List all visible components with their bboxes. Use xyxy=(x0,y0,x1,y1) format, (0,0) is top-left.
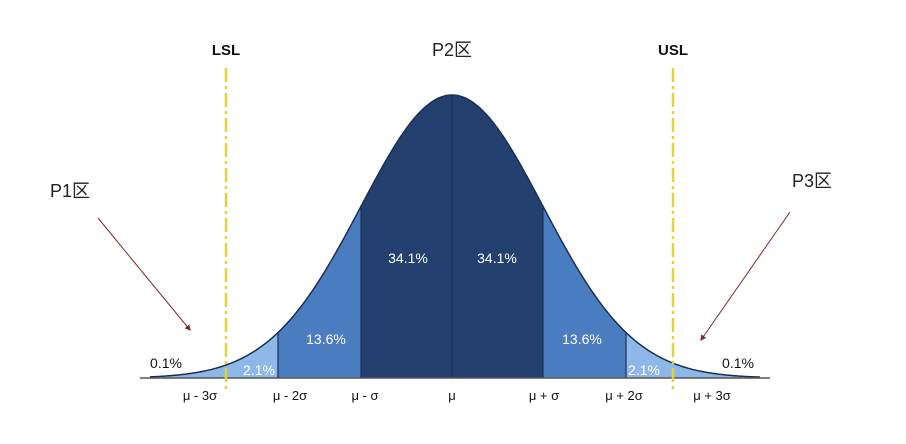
zone-p1-label: P1区 xyxy=(50,181,90,201)
zone-p3-label: P3区 xyxy=(792,171,832,191)
region-outer-right xyxy=(626,332,760,378)
area-right-tail: 0.1% xyxy=(722,355,754,371)
area-right-1-2: 13.6% xyxy=(562,331,602,347)
tick-mu: μ xyxy=(448,388,456,403)
area-right-2-3: 2.1% xyxy=(628,362,660,378)
tick-mu-plus-3sigma: μ + 3σ xyxy=(693,388,731,403)
region-outer-left xyxy=(150,332,278,378)
sigma-dividers xyxy=(277,95,627,378)
region-center-right xyxy=(452,95,543,378)
zone-p2-label: P2区 xyxy=(432,40,472,60)
area-left-2-3: 2.1% xyxy=(243,362,275,378)
tick-mu-plus-2sigma: μ + 2σ xyxy=(605,388,643,403)
tick-mu-minus-2sigma: μ - 2σ xyxy=(273,388,307,403)
region-inner-left xyxy=(278,206,361,378)
area-left-0-1: 34.1% xyxy=(388,250,428,266)
tick-mu-minus-sigma: μ - σ xyxy=(351,388,378,403)
usl-label: USL xyxy=(658,42,688,59)
region-center-left xyxy=(361,95,452,378)
tick-mu-plus-sigma: μ + σ xyxy=(529,388,559,403)
area-left-tail: 0.1% xyxy=(150,355,182,371)
area-left-1-2: 13.6% xyxy=(306,331,346,347)
bell-curve xyxy=(149,94,761,378)
region-inner-right xyxy=(543,206,626,378)
tick-mu-minus-3sigma: μ - 3σ xyxy=(183,388,217,403)
p1-arrow xyxy=(97,217,191,331)
area-right-0-1: 34.1% xyxy=(477,250,517,266)
p3-arrow xyxy=(700,211,791,341)
lsl-label: LSL xyxy=(212,42,240,59)
